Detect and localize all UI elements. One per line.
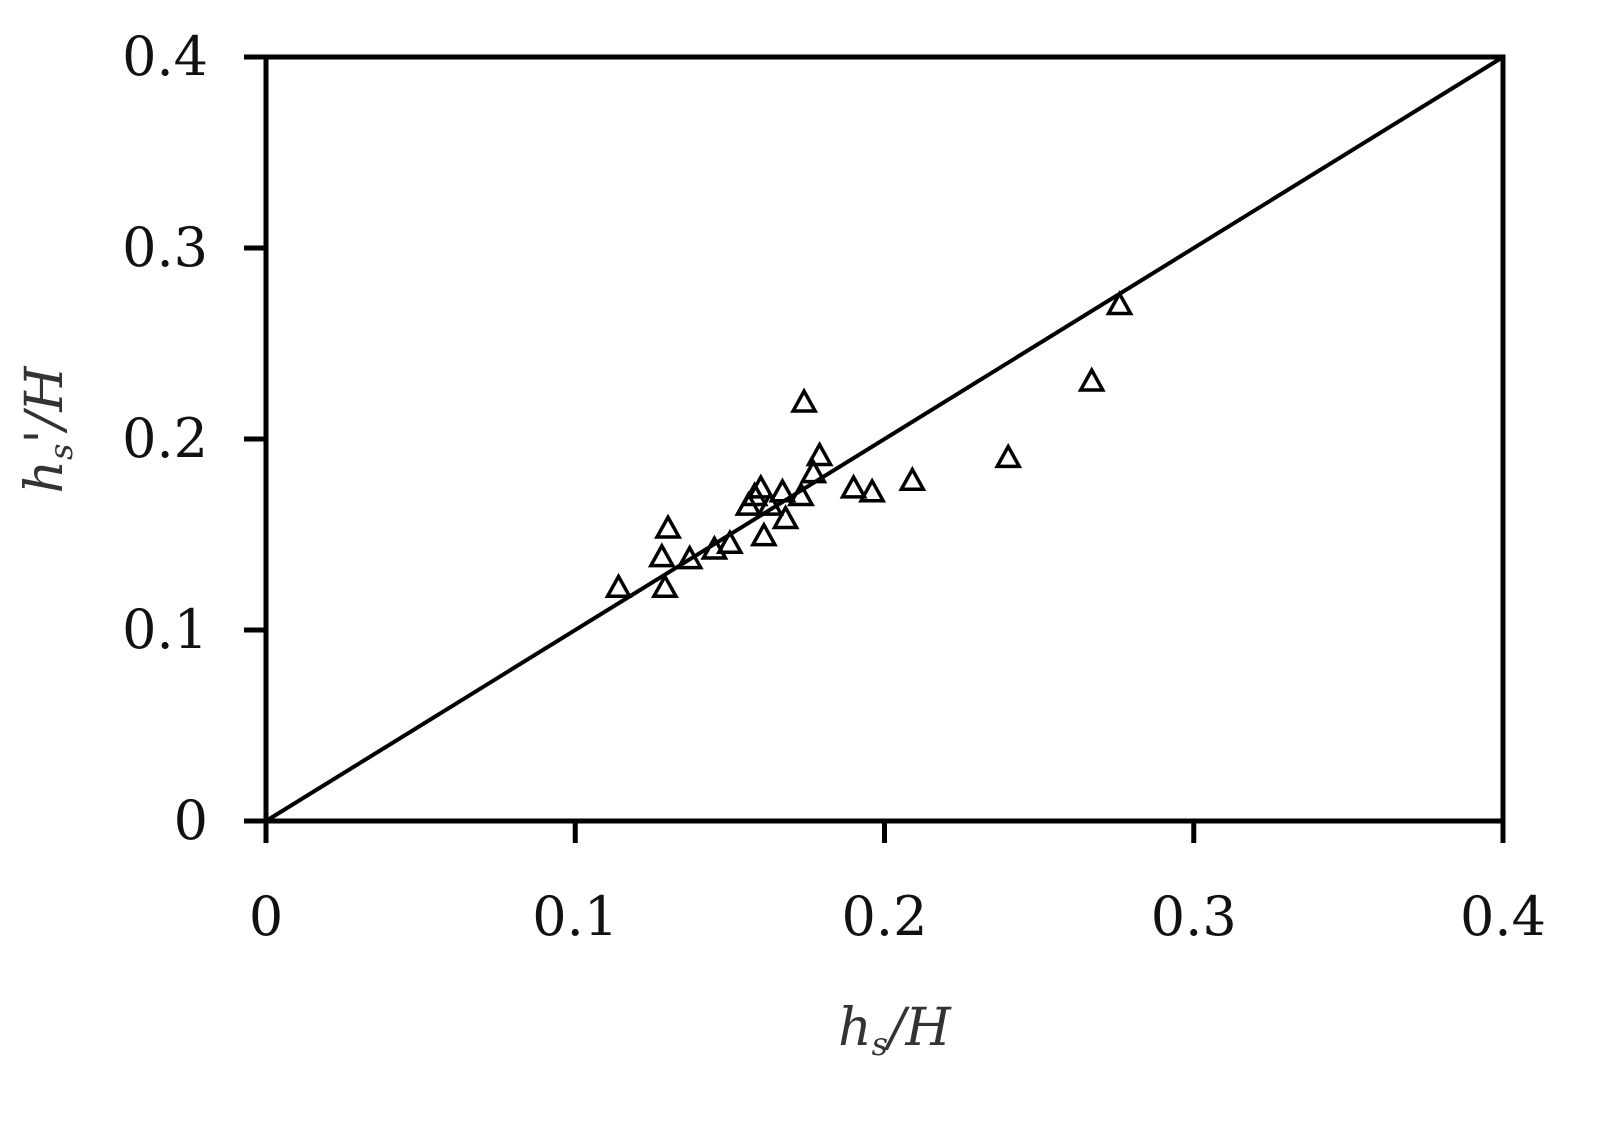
data-point-triangle: [675, 544, 704, 570]
data-point-triangle: [746, 473, 775, 499]
data-point-triangle: [1105, 290, 1134, 316]
reference-line: [264, 55, 1505, 823]
y-tick-label: 0.3: [122, 216, 208, 279]
data-point-triangle: [768, 477, 797, 503]
data-point-triangle: [790, 387, 819, 413]
data-point-triangle: [749, 521, 778, 547]
data-point-triangle: [858, 477, 887, 503]
axis-labels-group: hs/H hs'/H: [15, 365, 953, 1063]
x-axis-label: hs/H: [838, 998, 952, 1063]
data-point-triangle: [994, 442, 1023, 469]
x-tick-label: 0.4: [1460, 885, 1546, 948]
x-tick-label: 0.2: [842, 885, 928, 948]
tick-group: 0 0.1 0.2 0.3 0.4 0 0.1 0.2 0.3 0.4: [122, 25, 1546, 948]
data-point-triangle: [799, 458, 828, 484]
data-point-triangle: [1077, 366, 1106, 392]
reference-line-group: [264, 55, 1505, 823]
x-tick-label: 0.1: [532, 885, 618, 948]
data-point-triangle: [604, 572, 633, 598]
data-point-triangle: [756, 490, 785, 516]
data-point-triangle: [650, 572, 679, 598]
data-point-triangle: [647, 542, 676, 568]
y-axis-label: hs'/H: [15, 365, 80, 494]
x-tick-label: 0: [249, 885, 283, 948]
y-tick-label: 0.4: [122, 25, 208, 88]
data-point-triangle: [805, 441, 834, 467]
data-point-triangle: [654, 513, 682, 539]
y-tick-label: 0: [174, 789, 208, 852]
data-point-triangle: [898, 465, 927, 492]
data-points-group: [604, 290, 1134, 598]
data-point-triangle: [715, 528, 744, 555]
y-tick-label: 0.2: [122, 407, 208, 470]
data-point-triangle: [787, 481, 815, 507]
y-tick-label: 0.1: [122, 598, 208, 661]
data-point-triangle: [839, 473, 868, 499]
data-point-triangle: [771, 504, 800, 530]
x-tick-label: 0.3: [1151, 885, 1237, 948]
